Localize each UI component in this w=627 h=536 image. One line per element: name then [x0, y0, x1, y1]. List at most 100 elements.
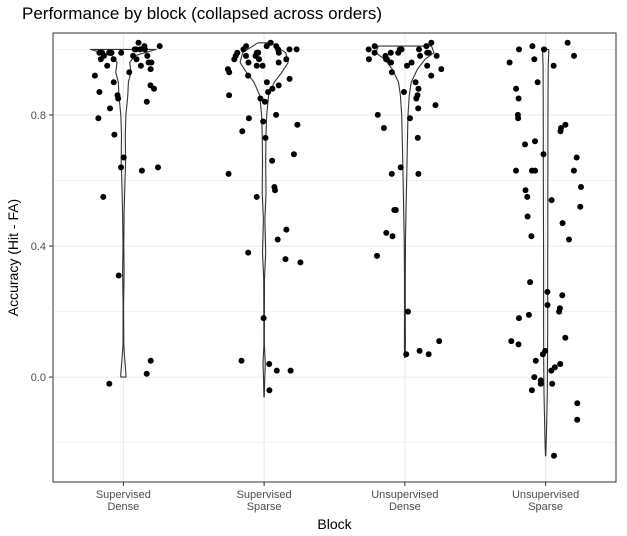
data-point	[424, 62, 431, 69]
data-point	[550, 62, 557, 69]
data-point	[432, 102, 439, 109]
data-point	[99, 49, 106, 56]
data-point	[110, 56, 117, 63]
data-point	[516, 46, 522, 53]
x-tick-label-line1: Unsupervised	[371, 489, 438, 501]
data-point	[115, 272, 122, 279]
data-point	[265, 89, 272, 95]
data-point	[143, 98, 150, 105]
data-point	[256, 56, 262, 63]
data-point	[414, 134, 421, 141]
data-point	[273, 43, 280, 50]
data-point	[388, 59, 394, 66]
data-point	[388, 170, 395, 177]
x-axis-title: Block	[317, 516, 352, 532]
data-point	[91, 72, 98, 79]
data-point	[557, 361, 564, 367]
data-point	[273, 367, 280, 374]
data-point	[417, 52, 424, 59]
data-point	[438, 66, 445, 73]
data-point	[574, 416, 581, 423]
data-point	[111, 131, 118, 138]
data-point	[144, 52, 151, 59]
data-point	[260, 118, 267, 125]
data-point	[574, 400, 581, 407]
data-point	[108, 49, 115, 56]
data-point	[262, 134, 269, 141]
x-tick-label-line2: Dense	[389, 501, 421, 513]
y-tick-label: 0.8	[31, 110, 46, 122]
plot-panel	[53, 33, 616, 482]
data-point	[126, 69, 133, 76]
data-point	[225, 170, 232, 177]
data-point	[253, 193, 260, 200]
data-point	[374, 252, 380, 259]
data-point	[415, 85, 422, 92]
x-tick-label-line2: Sparse	[247, 501, 282, 513]
data-point	[387, 49, 394, 56]
data-point	[266, 387, 273, 394]
data-point	[405, 308, 411, 315]
data-point	[275, 59, 282, 66]
data-point	[528, 233, 535, 240]
data-point	[564, 39, 571, 46]
data-point	[428, 39, 435, 46]
data-point	[287, 367, 294, 374]
data-point	[263, 43, 270, 50]
data-point	[566, 236, 572, 243]
data-point	[544, 302, 551, 308]
data-point	[397, 164, 404, 171]
data-point	[537, 380, 544, 387]
violin-outline	[239, 42, 289, 398]
data-point	[266, 361, 273, 367]
data-point	[269, 85, 276, 92]
data-point	[513, 167, 519, 174]
data-point	[155, 164, 161, 171]
data-point	[100, 193, 107, 200]
data-point	[272, 187, 278, 194]
data-point	[388, 69, 395, 76]
data-point	[283, 226, 290, 233]
data-point	[245, 115, 252, 122]
data-point	[557, 128, 564, 135]
data-point	[559, 220, 566, 227]
data-point	[529, 43, 536, 50]
y-tick-label: 0.0	[31, 372, 46, 384]
data-point	[286, 75, 293, 82]
data-point	[137, 46, 144, 53]
data-point	[383, 229, 390, 236]
data-point	[515, 115, 522, 122]
data-point	[147, 82, 154, 89]
data-point	[436, 338, 443, 345]
data-point	[115, 95, 122, 102]
data-point	[525, 311, 532, 318]
data-point	[577, 203, 584, 210]
data-point	[401, 89, 407, 95]
data-point	[556, 308, 563, 315]
data-point	[515, 341, 522, 348]
data-point	[425, 49, 432, 56]
data-point	[282, 256, 289, 263]
data-point	[433, 52, 440, 59]
data-point	[389, 233, 396, 240]
x-tick-label-line1: Supervised	[96, 489, 151, 501]
data-point	[95, 115, 102, 122]
data-point	[365, 56, 372, 63]
data-point	[240, 46, 247, 53]
data-point	[578, 184, 584, 190]
data-point	[548, 197, 555, 204]
data-point	[106, 380, 113, 387]
data-point	[147, 66, 154, 73]
data-point	[513, 85, 520, 92]
data-point	[290, 151, 297, 158]
data-point	[156, 43, 163, 50]
data-point	[234, 49, 241, 56]
data-point	[531, 56, 538, 63]
data-point	[141, 43, 148, 50]
data-point	[534, 79, 541, 86]
y-tick-label: 0.4	[31, 241, 46, 253]
data-point	[260, 315, 267, 322]
data-point	[412, 79, 419, 86]
